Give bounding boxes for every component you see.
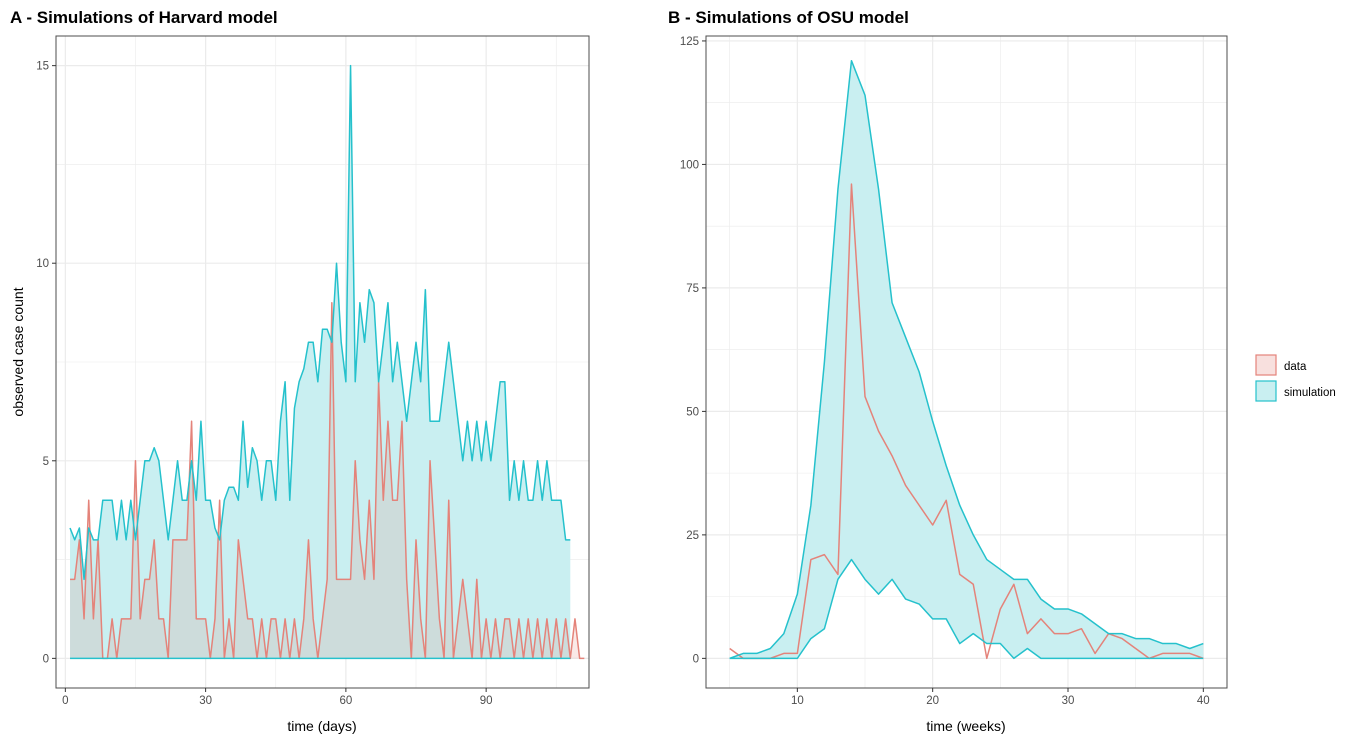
panel-b-x-label: time (weeks) (926, 718, 1005, 734)
legend-key-data (1255, 354, 1277, 376)
panel-a-simulation-upper-line (69, 64, 571, 581)
panel-a-border (55, 35, 590, 689)
panel-a-title: A - Simulations of Harvard model (10, 8, 278, 27)
panel-b-x-tick-label: 40 (1197, 695, 1210, 707)
panel-b-data-line (729, 183, 1204, 660)
panel-b-x-tick-label: 20 (926, 695, 939, 707)
panel-a-y-tick-label: 10 (36, 258, 49, 270)
panel-b-simulation-band (729, 60, 1204, 659)
panel-a: A - Simulations of Harvard model 0 30 60 90… (10, 8, 590, 734)
panel-b-series-lines (729, 59, 1204, 660)
panel-b-simulation-upper-line (729, 59, 1204, 660)
panel-b-y-tick-label: 100 (680, 159, 699, 171)
panel-b-x-tick-label: 10 (791, 695, 804, 707)
panel-b-simulation-lower-line (729, 558, 1204, 660)
legend: data simulation (1255, 354, 1336, 402)
panel-a-y-tick-label: 15 (36, 61, 49, 73)
panel-b-x-tick-label: 30 (1062, 695, 1075, 707)
panel-b-y-tick-label: 50 (686, 406, 699, 418)
panel-a-x-tick-label: 60 (339, 695, 352, 707)
panel-a-y-label: observed case count (10, 287, 26, 416)
legend-label-data: data (1284, 361, 1307, 373)
panel-a-series-lines (69, 64, 585, 660)
legend-label-simulation: simulation (1284, 387, 1336, 399)
panel-b-border (705, 35, 1228, 689)
panel-b-y-tick-label: 0 (693, 653, 699, 665)
panel-a-ticks: 0 30 60 90 0 5 10 15 (36, 61, 492, 707)
panel-a-x-tick-label: 0 (62, 695, 68, 707)
panel-b-y-tick-label: 125 (680, 36, 699, 48)
panel-a-x-label: time (days) (287, 718, 356, 734)
panel-a-y-tick-label: 5 (43, 456, 49, 468)
panel-a-data-line (70, 301, 585, 660)
legend-key-simulation (1255, 380, 1277, 402)
panel-a-y-tick-label: 0 (43, 653, 49, 665)
panel-b-title: B - Simulations of OSU model (668, 8, 909, 27)
panel-b: B - Simulations of OSU model 10 20 30 40 0 25… (668, 8, 1228, 734)
panel-a-x-tick-label: 30 (199, 695, 212, 707)
panel-a-x-tick-label: 90 (480, 695, 493, 707)
panel-b-y-tick-label: 25 (686, 530, 699, 542)
panel-b-simulation-ribbon (729, 60, 1204, 659)
panel-b-y-tick-label: 75 (686, 283, 699, 295)
panel-b-ticks: 10 20 30 40 0 25 50 75 100 125 (680, 36, 1210, 707)
